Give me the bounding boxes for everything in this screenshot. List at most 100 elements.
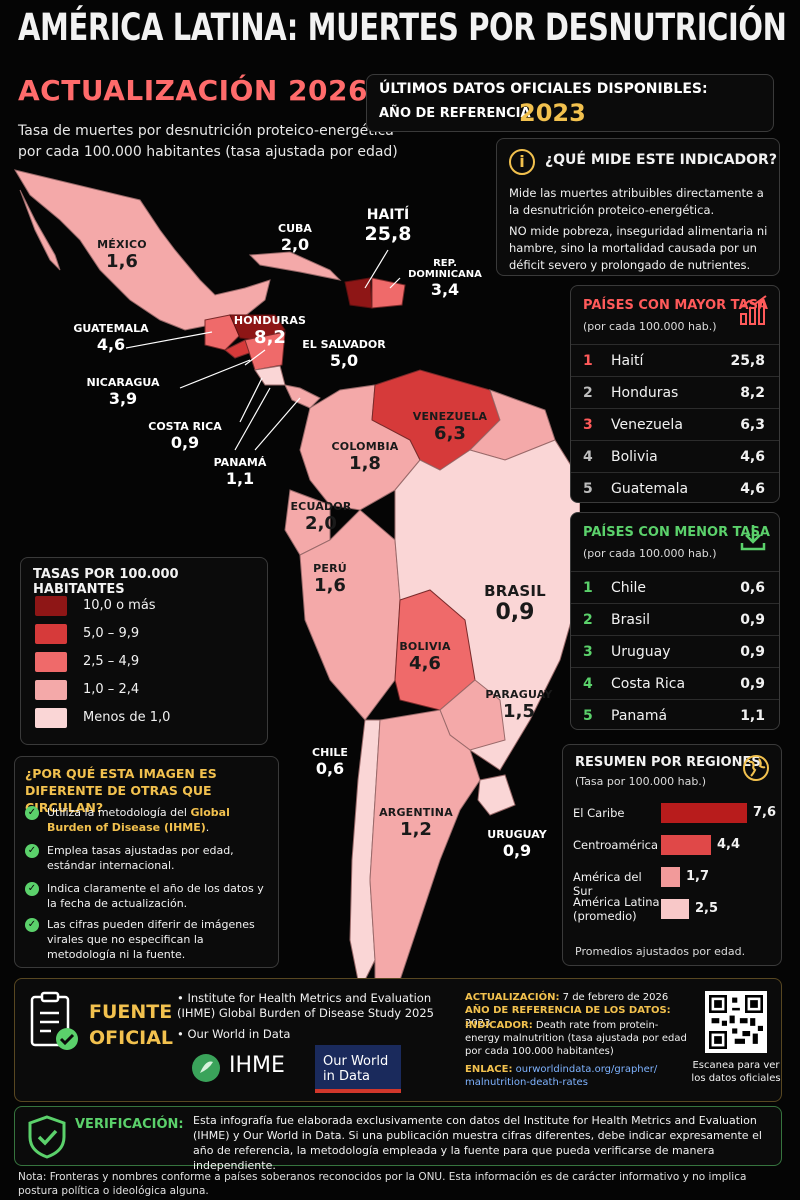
- label-colombia: COLOMBIA 1,8: [331, 440, 399, 474]
- rank-number: 5: [583, 481, 593, 497]
- info-title: ¿QUÉ MIDE ESTE INDICADOR?: [545, 152, 777, 168]
- map-baja: [19, 189, 61, 271]
- source-panel: FUENTE OFICIAL • Institute for Health Met…: [14, 978, 782, 1102]
- map-cuba: [248, 251, 342, 281]
- label-guatemala: GUATEMALA 4,6: [73, 322, 149, 354]
- qr-caption: Escanea para ver los datos oficiales: [691, 1060, 781, 1084]
- regions-note: Promedios ajustados por edad.: [575, 945, 746, 958]
- ihme-logo-mark: [192, 1054, 220, 1082]
- rank-value: 25,8: [730, 353, 765, 369]
- label-ecuador: ECUADOR 2,0: [290, 500, 352, 534]
- rank-number: 3: [583, 644, 593, 660]
- footnote: Nota: Fronteras y nombres conforme a paí…: [18, 1171, 747, 1197]
- top-panel-title: PAÍSES CON MAYOR TASA: [583, 298, 768, 313]
- meta-link[interactable]: ENLACE: ourworldindata.org/grapher/ maln…: [465, 1064, 658, 1088]
- label-honduras: HONDURAS 8,2: [233, 314, 307, 348]
- rank-number: 3: [583, 417, 593, 433]
- label-paraguay: PARAGUAY 1,5: [485, 688, 553, 722]
- map-dominican-rep: [371, 277, 406, 309]
- regions-summary-panel: RESUMEN POR REGIONES (Tasa por 100.000 h…: [562, 744, 782, 966]
- ihme-logo-text: IHME: [229, 1053, 285, 1078]
- top-countries-panel: PAÍSES CON MAYOR TASA (por cada 100.000 …: [570, 285, 780, 503]
- meta-update: ACTUALIZACIÓN: 7 de febrero de 2026: [465, 992, 669, 1003]
- meta-ref-year: AÑO DE REFERENCIA DE LOS DATOS: 2023: [465, 1005, 671, 1029]
- rank-country: Chile: [611, 580, 647, 596]
- region-name: América del Sur: [573, 870, 642, 898]
- why-item-text: Emplea tasas ajustadas por edad, estánda…: [47, 844, 234, 872]
- rank-row: 2 Brasil 0,9: [571, 603, 779, 635]
- map-argentina: [369, 709, 481, 991]
- rank-value: 6,3: [740, 417, 765, 433]
- why-item-text: Indica claramente el año de los datos y …: [47, 882, 264, 910]
- rank-number: 4: [583, 676, 593, 692]
- rank-number: 5: [583, 708, 593, 724]
- verification-text: Esta infografía fue elaborada exclusivam…: [193, 1114, 762, 1172]
- bar-chart-up-icon: [739, 295, 767, 325]
- region-value: 1,7: [686, 869, 710, 884]
- legend-title: TASAS POR 100.000 HABITANTES: [33, 567, 179, 597]
- label-peru: PERÚ 1,6: [313, 562, 347, 596]
- rank-number: 1: [583, 353, 593, 369]
- rank-number: 2: [583, 385, 593, 401]
- leader-lines: [125, 249, 401, 451]
- rank-value: 1,1: [740, 708, 765, 724]
- rank-number: 2: [583, 612, 593, 628]
- rank-country: Costa Rica: [611, 676, 686, 692]
- why-item-text: Las cifras pueden diferir de imágenes vi…: [47, 918, 255, 961]
- rank-value: 0,9: [740, 644, 765, 660]
- region-bar: [661, 867, 680, 887]
- label-el-salvador: EL SALVADOR 5,0: [302, 338, 386, 370]
- indicator-info-box: i ¿QUÉ MIDE ESTE INDICADOR? Mide las mue…: [496, 138, 780, 276]
- rank-country: Uruguay: [611, 644, 671, 660]
- download-arrow-icon: [740, 525, 766, 551]
- rank-country: Bolivia: [611, 449, 658, 465]
- rank-row: 5 Panamá 1,1: [571, 699, 779, 731]
- regions-subtitle: (Tasa por 100.000 hab.): [575, 775, 707, 788]
- verification-label: VERIFICACIÓN:: [75, 1117, 184, 1132]
- page-subtitle: ACTUALIZACIÓN 2026: [18, 74, 368, 107]
- rank-row: 3 Uruguay 0,9: [571, 635, 779, 667]
- legend-swatch: [35, 680, 67, 700]
- rank-country: Panamá: [611, 708, 668, 724]
- globe-icon: [743, 755, 769, 781]
- rank-row: 1 Haití 25,8: [571, 344, 779, 376]
- info-paragraph-2: NO mide pobreza, inseguridad alimentaria…: [509, 224, 768, 272]
- rank-row: 2 Honduras 8,2: [571, 376, 779, 408]
- rank-value: 8,2: [740, 385, 765, 401]
- legend-label: 10,0 o más: [83, 598, 156, 613]
- ihme-logo: IHME: [191, 1051, 301, 1085]
- region-bar: [661, 899, 689, 919]
- rank-value: 4,6: [740, 481, 765, 497]
- region-value: 2,5: [695, 901, 719, 916]
- region-bar: [661, 803, 747, 823]
- rank-country: Brasil: [611, 612, 651, 628]
- check-icon: ✓: [25, 806, 39, 820]
- rank-row: 4 Costa Rica 0,9: [571, 667, 779, 699]
- region-value: 4,4: [717, 837, 741, 852]
- info-icon: i: [509, 149, 535, 175]
- legend-swatch: [35, 624, 67, 644]
- reference-label-2: AÑO DE REFERENCIA: [379, 106, 531, 121]
- shield-check-icon: [28, 1115, 66, 1159]
- source-bullet-owid: • Our World in Data: [177, 1027, 291, 1041]
- rank-number: 1: [583, 580, 593, 596]
- rank-country: Venezuela: [611, 417, 683, 433]
- source-bullet-ihme: • Institute for Health Metrics and Evalu…: [177, 991, 434, 1020]
- why-item-text: Utiliza la metodología del: [47, 806, 191, 819]
- legend-swatch: [35, 652, 67, 672]
- rank-value: 0,9: [740, 676, 765, 692]
- legend-label: 1,0 – 2,4: [83, 682, 140, 697]
- rank-value: 4,6: [740, 449, 765, 465]
- meta-indicator: INDICADOR: Death rate from protein-energ…: [465, 1020, 687, 1057]
- rank-value: 0,6: [740, 580, 765, 596]
- qr-code[interactable]: [705, 991, 767, 1053]
- label-brasil: BRASIL 0,9: [484, 582, 546, 625]
- check-icon: ✓: [25, 844, 39, 858]
- label-dominican-rep: REP. DOMINICANA 3,4: [408, 258, 482, 299]
- why-title: ¿POR QUÉ ESTA IMAGEN ES DIFERENTE DE OTR…: [25, 766, 217, 815]
- region-bar: [661, 835, 711, 855]
- top-panel-subtitle: (por cada 100.000 hab.): [583, 320, 717, 333]
- rank-row: 4 Bolivia 4,6: [571, 440, 779, 472]
- label-argentina: ARGENTINA 1,2: [379, 806, 453, 840]
- label-costa-rica: COSTA RICA 0,9: [148, 420, 222, 452]
